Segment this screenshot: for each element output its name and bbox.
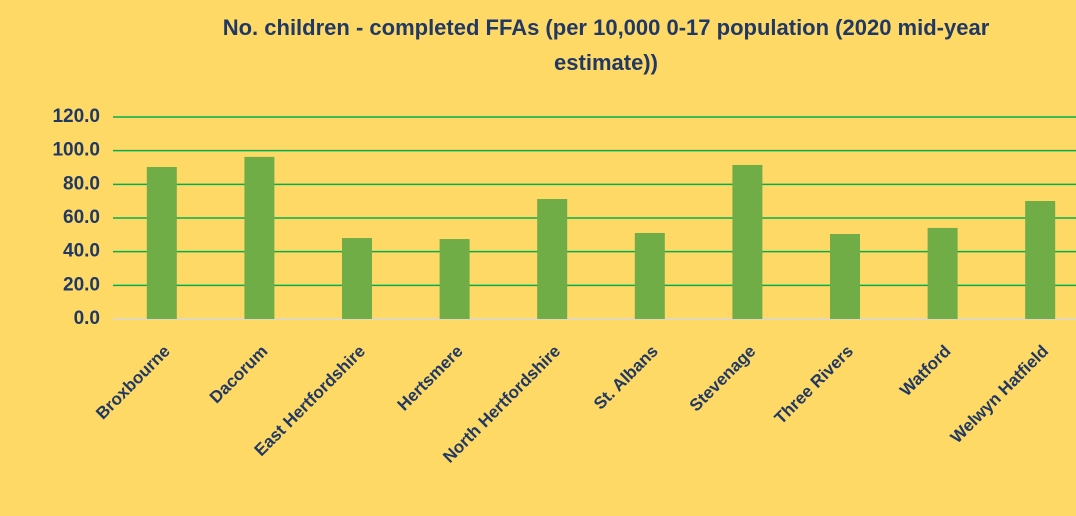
y-tick-label: 40.0 (63, 241, 100, 262)
y-tick-label: 80.0 (63, 173, 100, 194)
bar (634, 232, 665, 319)
bar (439, 239, 470, 319)
bar (146, 166, 177, 319)
chart-title: No. children - completed FFAs (per 10,00… (222, 15, 990, 75)
y-tick-label: 60.0 (63, 207, 100, 228)
bar (244, 156, 275, 319)
y-tick-label: 20.0 (63, 274, 100, 295)
x-tick-label: St. Albans (590, 342, 662, 414)
bar (1025, 200, 1056, 319)
x-tick-label: Stevenage (686, 342, 760, 416)
y-tick-label: 100.0 (52, 140, 100, 161)
bar (927, 227, 958, 319)
y-tick-label: 0.0 (74, 308, 100, 329)
y-tick-label: 120.0 (52, 106, 100, 127)
bar (830, 233, 860, 319)
x-tick-label: Welwyn Hatfield (947, 342, 1052, 447)
x-tick-label: East Hertfordshire (251, 342, 369, 460)
x-tick-label: Hertsmere (394, 342, 467, 415)
x-tick-label: Three Rivers (771, 342, 857, 428)
bar (537, 198, 568, 319)
x-tick-label: Dacorum (206, 342, 272, 408)
bar (342, 238, 372, 319)
x-tick-label: Watford (896, 342, 954, 400)
bar (732, 164, 763, 319)
x-tick-label: Broxbourne (92, 342, 174, 424)
